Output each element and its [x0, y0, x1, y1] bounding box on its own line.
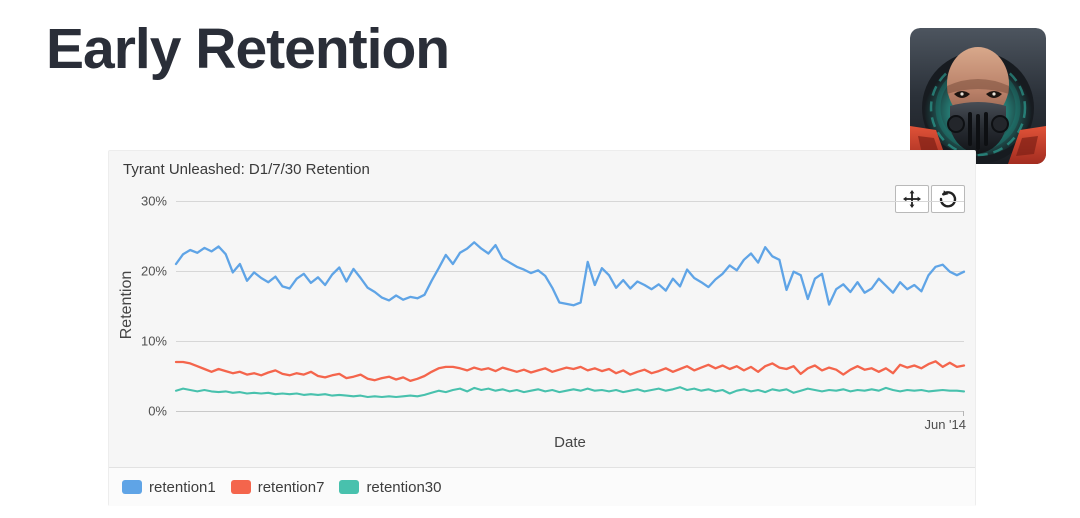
retention1-line: [174, 241, 966, 307]
y-tick-10: 10%: [140, 333, 167, 349]
pan-arrows-icon: [903, 190, 921, 208]
retention30-line: [174, 386, 966, 399]
retention1-swatch: [122, 480, 142, 494]
gridline-10pct: [176, 341, 964, 342]
reset-view-button[interactable]: [931, 185, 965, 213]
tyrant-unleashed-app-icon: [910, 28, 1046, 164]
chart-title: Tyrant Unleashed: D1/7/30 Retention: [123, 161, 370, 178]
y-tick-30: 30%: [140, 193, 167, 209]
retention7-swatch: [230, 480, 251, 494]
reset-rotate-ccw-icon: [939, 190, 957, 208]
legend-label: retention30: [366, 478, 442, 496]
pan-button[interactable]: [895, 185, 929, 213]
legend-item-retention30[interactable]: retention30: [339, 478, 442, 496]
legend-item-retention1[interactable]: retention1: [122, 479, 216, 496]
x-axis-title: Date: [554, 434, 586, 451]
y-tick-0: 0%: [148, 403, 167, 419]
gridline-20pct: [176, 271, 964, 272]
retention30-swatch: [339, 480, 360, 494]
legend-label: retention1: [149, 478, 216, 496]
y-tick-20: 20%: [140, 263, 167, 279]
page-title: Early Retention: [46, 17, 450, 81]
chart-toolbar: [895, 185, 965, 213]
x-tick-jun14: Jun '14: [924, 417, 966, 432]
gridline-0pct: [176, 411, 964, 412]
gridline-30pct: [176, 201, 964, 202]
legend-label: retention7: [257, 478, 325, 496]
legend-item-retention7[interactable]: retention7: [230, 478, 325, 496]
retention-chart-card: Tyrant Unleashed: D1/7/30 Retention: [108, 150, 976, 506]
retention7-line: [174, 360, 966, 383]
chart-legend: retention1 retention7 retention30: [109, 467, 975, 506]
series-lines: [174, 241, 966, 399]
plot-area[interactable]: [174, 201, 966, 412]
x-axis-end-tick: [963, 411, 964, 416]
